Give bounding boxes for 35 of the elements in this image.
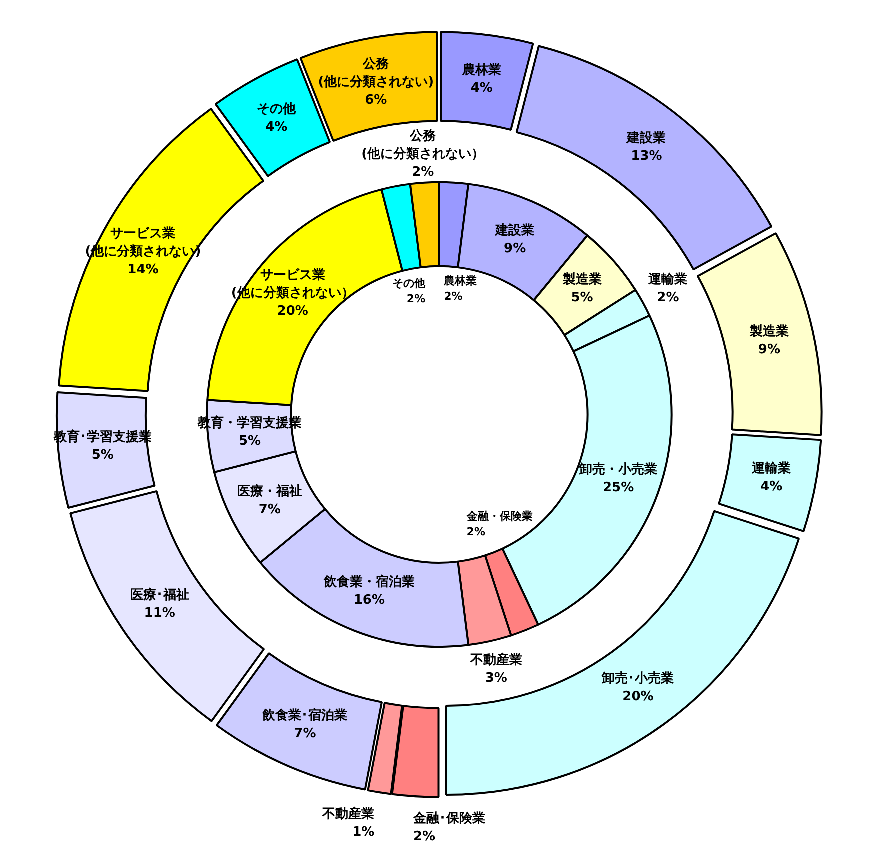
slice-label: 不動産業 [469,652,522,668]
data-label: 不動産業 1% [322,806,375,840]
slice-label: 金融・保険業 [466,510,533,523]
slice-label: 製造業 [562,272,602,288]
data-label: 医療･福祉 11% [130,587,190,622]
data-label: 運輸業 4% [751,462,792,495]
data-label: 5% [571,290,594,306]
slice-label: 公務 (他に分類されない） [362,128,485,162]
data-label: 金融･保険業 2% [412,811,486,844]
data-label: 2% [412,164,434,180]
slice-label: 運輸業 [648,272,688,288]
data-label: 農林業 4% [461,62,502,96]
data-label: 公務 (他に分類されない) 6% [318,57,434,108]
data-label: 7% [258,502,281,518]
slice-label: 農林業 [443,274,478,288]
data-label: その他 4% [257,102,298,135]
slice-label: その他 [392,277,427,290]
data-label: 2% [406,292,426,306]
data-label: 20% [277,304,308,319]
data-label: 25% [603,480,634,496]
data-label: 16% [354,593,386,608]
slice-label: 建設業 [494,222,535,239]
data-label: 2% [466,525,486,538]
data-label: 9% [504,242,526,257]
slice-label: 医療・福祉 [237,484,302,500]
data-label: 卸売･小売業 20% [601,672,674,705]
data-label: 飲食業･宿泊業 7% [262,707,348,742]
data-label: 建設業 13% [626,130,666,164]
data-label: 製造業 9% [748,324,789,358]
data-label: 2% [657,290,680,306]
data-label: 2% [444,290,463,303]
data-label: 3% [485,670,508,686]
data-label: 5% [239,434,262,450]
slice-label: 飲食業・宿泊業 [322,574,415,590]
slice-label: 卸売・小売業 [578,462,658,478]
